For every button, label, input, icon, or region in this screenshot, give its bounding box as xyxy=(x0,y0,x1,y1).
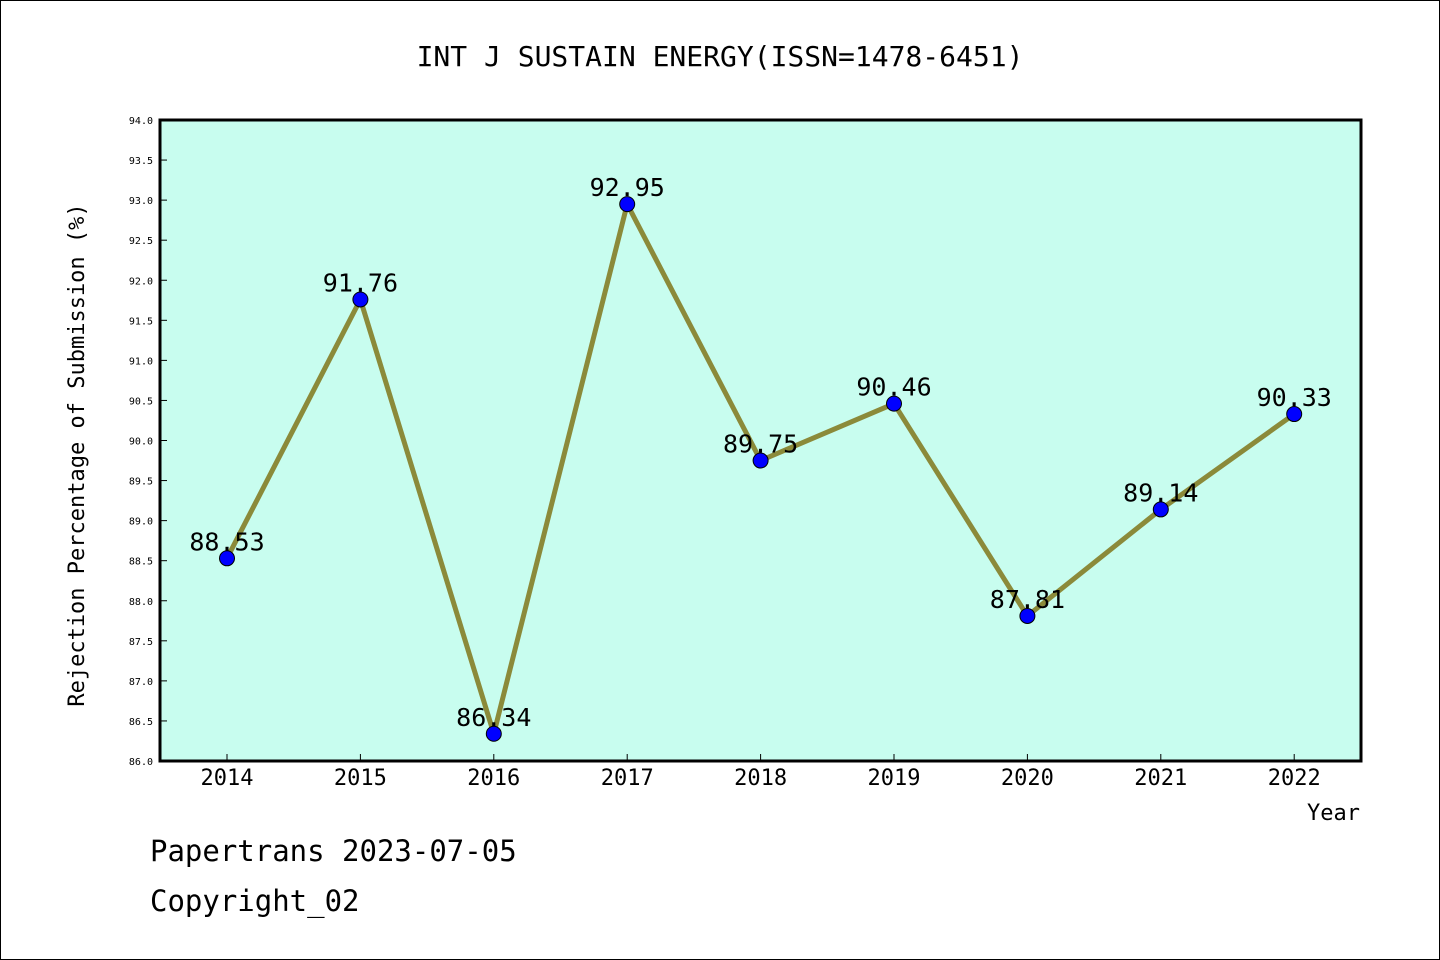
data-point xyxy=(886,395,902,412)
y-tick-label: 91.0 xyxy=(129,356,153,367)
y-tick-label: 88.0 xyxy=(129,597,153,608)
y-tick-label: 89.0 xyxy=(129,517,153,528)
x-tick-label: 2021 xyxy=(1134,766,1187,791)
x-tick-label: 2018 xyxy=(734,766,787,791)
x-tick-label: 2017 xyxy=(601,766,654,791)
data-point xyxy=(219,550,235,567)
data-labels: 88.53 91.76 86.34 92.95 89.75 90.46 87.81 89.14… xyxy=(189,173,1331,732)
y-tick-label: 91.5 xyxy=(129,316,153,327)
data-label: 86.34 xyxy=(456,703,531,732)
y-tick-label: 93.0 xyxy=(129,196,153,207)
data-label: 88.53 xyxy=(189,527,264,556)
data-point xyxy=(485,725,502,742)
data-point xyxy=(1152,501,1169,518)
chart-title: INT J SUSTAIN ENERGY(ISSN=1478-6451) xyxy=(417,40,1024,73)
y-tick-label: 88.5 xyxy=(129,557,153,568)
data-label: 90.46 xyxy=(856,373,931,402)
data-label: 87.81 xyxy=(990,585,1065,614)
data-label: 92.95 xyxy=(590,173,665,202)
x-axis-label: Year xyxy=(1307,801,1360,826)
x-tick-label: 2020 xyxy=(1001,766,1054,791)
y-tick-label: 86.5 xyxy=(129,717,153,728)
y-tick-label: 90.5 xyxy=(129,396,153,407)
y-axis: 86.0 86.5 87.0 87.5 88.0 88.5 89.0 89.5 90.0 90.5… xyxy=(129,116,167,768)
series-markers xyxy=(219,196,1303,742)
x-tick-label: 2014 xyxy=(201,766,254,791)
data-point xyxy=(352,291,369,308)
y-tick-label: 86.0 xyxy=(129,757,153,768)
y-axis-label: Rejection Percentage of Submission (%) xyxy=(65,203,90,706)
data-point xyxy=(619,196,636,213)
footer-copyright: Copyright_02 xyxy=(150,884,360,918)
y-tick-label: 87.0 xyxy=(129,677,153,688)
y-tick-label: 93.5 xyxy=(129,156,153,167)
x-tick-label: 2016 xyxy=(467,766,520,791)
plot-area xyxy=(158,118,1363,763)
data-point xyxy=(1019,607,1036,624)
x-tick-label: 2019 xyxy=(868,766,921,791)
y-tick-label: 87.5 xyxy=(129,637,153,648)
data-label: 89.75 xyxy=(723,430,798,459)
data-label: 91.76 xyxy=(323,268,398,297)
x-tick-label: 2015 xyxy=(334,766,387,791)
data-label: 89.14 xyxy=(1123,478,1198,507)
y-tick-label: 92.5 xyxy=(129,236,153,247)
data-point xyxy=(752,452,769,469)
data-label: 90.33 xyxy=(1257,383,1332,412)
footer-date: Papertrans 2023-07-05 xyxy=(150,834,517,868)
data-point xyxy=(1286,406,1303,423)
x-tick-label: 2022 xyxy=(1268,766,1321,791)
y-tick-label: 89.5 xyxy=(129,477,153,488)
y-tick-label: 92.0 xyxy=(129,276,153,287)
y-tick-label: 90.0 xyxy=(129,437,153,448)
x-axis: 2014 2015 2016 2017 2018 2019 2020 2021 2022 xyxy=(201,754,1321,791)
y-tick-label: 94.0 xyxy=(129,116,153,127)
